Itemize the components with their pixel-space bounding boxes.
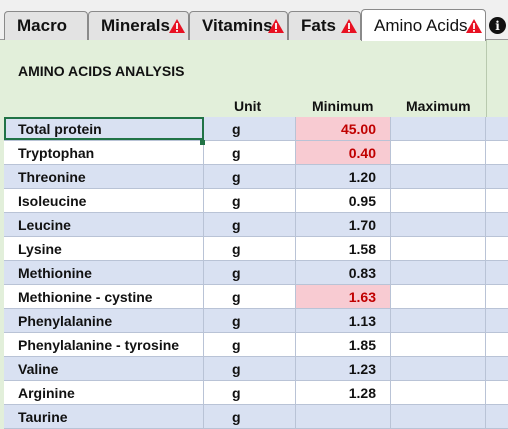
minimum-cell[interactable]: 45.00 [296, 117, 391, 140]
warning-triangle-icon [341, 19, 357, 33]
table-row: Phenylalanine - tyrosine g 1.85 [4, 333, 508, 357]
tab-minerals[interactable]: Minerals [88, 11, 189, 40]
unit-cell[interactable]: g [204, 189, 296, 212]
minimum-cell[interactable]: 0.95 [296, 189, 391, 212]
warning-triangle-icon [268, 19, 284, 33]
maximum-cell[interactable] [391, 285, 486, 308]
warning-triangle-icon [169, 19, 185, 33]
tab-label: Macro [17, 16, 68, 35]
table-row: Threonine g 1.20 [4, 165, 508, 189]
table-row: Valine g 1.23 [4, 357, 508, 381]
minimum-cell[interactable]: 1.20 [296, 165, 391, 188]
maximum-cell[interactable] [391, 189, 486, 212]
column-header-unit: Unit [234, 98, 262, 114]
nutrient-name-cell[interactable]: Leucine [4, 213, 204, 236]
maximum-cell[interactable] [391, 381, 486, 404]
tab-fats[interactable]: Fats [288, 11, 361, 40]
nutrient-name-cell[interactable]: Phenylalanine - tyrosine [4, 333, 204, 356]
selection-fill-handle[interactable] [200, 140, 205, 145]
nutrient-name-cell[interactable]: Valine [4, 357, 204, 380]
nutrient-name-cell[interactable]: Lysine [4, 237, 204, 260]
minimum-cell[interactable]: 0.83 [296, 261, 391, 284]
column-header-maximum: Maximum [406, 98, 471, 114]
table-row: Tryptophan g 0.40 [4, 141, 508, 165]
table-row: Lysine g 1.58 [4, 237, 508, 261]
tab-label: Amino Acids [374, 15, 468, 35]
minimum-cell[interactable]: 1.28 [296, 381, 391, 404]
unit-cell[interactable]: g [204, 357, 296, 380]
nutrient-name-cell[interactable]: Arginine [4, 381, 204, 404]
warning-triangle-icon [466, 19, 482, 33]
unit-cell[interactable]: g [204, 285, 296, 308]
minimum-cell[interactable]: 1.23 [296, 357, 391, 380]
unit-cell[interactable]: g [204, 261, 296, 284]
unit-cell[interactable]: g [204, 381, 296, 404]
nutrient-name-cell[interactable]: Tryptophan [4, 141, 204, 164]
unit-cell[interactable]: g [204, 165, 296, 188]
minimum-cell[interactable]: 1.13 [296, 309, 391, 332]
nutrient-name-cell[interactable]: Isoleucine [4, 189, 204, 212]
table-row: Arginine g 1.28 [4, 381, 508, 405]
unit-cell[interactable]: g [204, 237, 296, 260]
nutrient-name-cell[interactable]: Total protein [4, 117, 204, 140]
minimum-cell[interactable]: 1.58 [296, 237, 391, 260]
tab-label: Minerals [101, 16, 170, 35]
nutrient-name-cell[interactable]: Threonine [4, 165, 204, 188]
unit-cell[interactable]: g [204, 309, 296, 332]
sheet-tab-bar: Macro Minerals Vitamins Fats Amino Acids… [0, 0, 508, 41]
table-row: Leucine g 1.70 [4, 213, 508, 237]
minimum-cell[interactable]: 1.85 [296, 333, 391, 356]
tab-label: Vitamins [202, 16, 273, 35]
tab-vitamins[interactable]: Vitamins [189, 11, 288, 40]
nutrient-name-cell[interactable]: Methionine [4, 261, 204, 284]
maximum-cell[interactable] [391, 357, 486, 380]
tab-macro[interactable]: Macro [4, 11, 88, 40]
table-row: Total protein g 45.00 [4, 117, 508, 141]
table-row: Methionine - cystine g 1.63 [4, 285, 508, 309]
table-row: Methionine g 0.83 [4, 261, 508, 285]
maximum-cell[interactable] [391, 309, 486, 332]
nutrient-name-cell[interactable]: Methionine - cystine [4, 285, 204, 308]
section-title: AMINO ACIDS ANALYSIS [18, 63, 185, 79]
maximum-cell[interactable] [391, 237, 486, 260]
minimum-cell[interactable]: 1.63 [296, 285, 391, 308]
nutrient-name-cell[interactable]: Taurine [4, 405, 204, 428]
unit-cell[interactable]: g [204, 405, 296, 428]
nutrient-name-cell[interactable]: Phenylalanine [4, 309, 204, 332]
minimum-cell[interactable] [296, 405, 391, 428]
maximum-cell[interactable] [391, 261, 486, 284]
column-header-minimum: Minimum [312, 98, 374, 114]
maximum-cell[interactable] [391, 405, 486, 428]
unit-cell[interactable]: g [204, 141, 296, 164]
unit-cell[interactable]: g [204, 213, 296, 236]
minimum-cell[interactable]: 1.70 [296, 213, 391, 236]
maximum-cell[interactable] [391, 141, 486, 164]
info-icon[interactable]: i [489, 17, 506, 34]
maximum-cell[interactable] [391, 333, 486, 356]
table-row: Isoleucine g 0.95 [4, 189, 508, 213]
maximum-cell[interactable] [391, 165, 486, 188]
table-row: Phenylalanine g 1.13 [4, 309, 508, 333]
minimum-cell[interactable]: 0.40 [296, 141, 391, 164]
maximum-cell[interactable] [391, 117, 486, 140]
table-row: Taurine g [4, 405, 508, 429]
unit-cell[interactable]: g [204, 333, 296, 356]
tab-label: Fats [301, 16, 336, 35]
unit-cell[interactable]: g [204, 117, 296, 140]
tab-amino-acids[interactable]: Amino Acids [361, 9, 486, 41]
maximum-cell[interactable] [391, 213, 486, 236]
